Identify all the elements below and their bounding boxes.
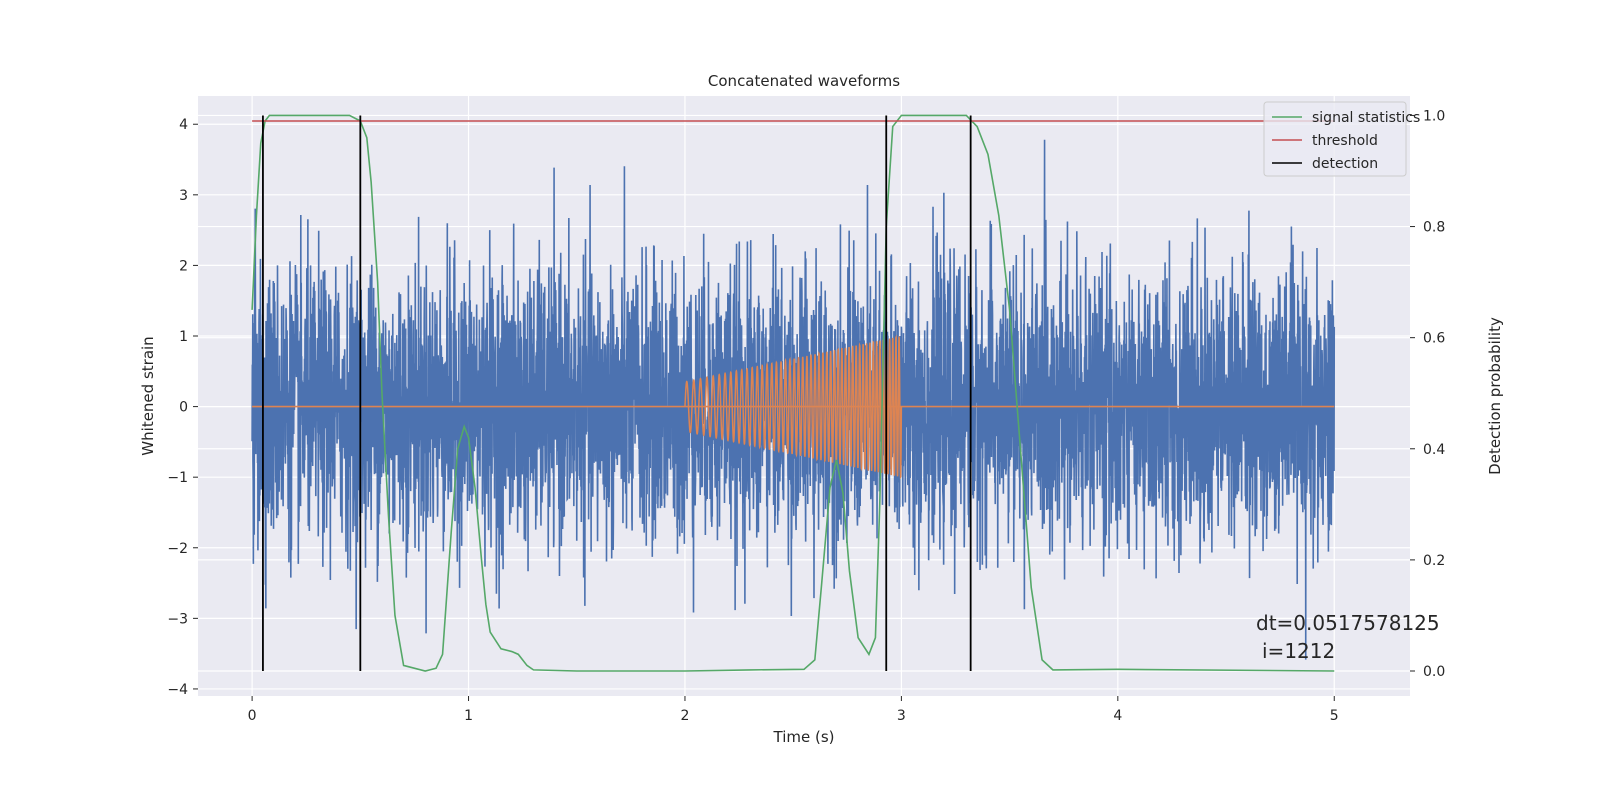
y-axis-label: Whitened strain bbox=[139, 336, 157, 455]
y-tick-label: 1 bbox=[179, 329, 188, 345]
signal-statistics-series bbox=[251, 114, 1335, 672]
plot-layer bbox=[251, 114, 1336, 672]
x-tick-label: 5 bbox=[1330, 708, 1339, 724]
x-axis-ticks: 0 1 2 3 4 5 bbox=[248, 696, 1339, 724]
detection-series bbox=[262, 115, 972, 671]
y-tick-label: 0 bbox=[179, 400, 188, 416]
x-tick-label: 1 bbox=[464, 708, 473, 724]
y2-tick-label: 0.6 bbox=[1423, 331, 1445, 347]
legend-label-signal-statistics: signal statistics bbox=[1312, 110, 1420, 126]
y-tick-label: 2 bbox=[179, 258, 188, 274]
whitened-strain-series bbox=[251, 139, 1336, 660]
y2-tick-label: 0.8 bbox=[1423, 220, 1445, 236]
y-tick-label: −4 bbox=[167, 682, 188, 698]
chart-title: Concatenated waveforms bbox=[708, 72, 900, 90]
y-tick-label: −2 bbox=[167, 541, 188, 557]
legend-label-threshold: threshold bbox=[1312, 133, 1378, 149]
y-tick-label: 3 bbox=[179, 188, 188, 204]
x-tick-label: 3 bbox=[897, 708, 906, 724]
y2-axis-ticks: 0.0 0.2 0.4 0.6 0.8 1.0 bbox=[1410, 108, 1445, 680]
y2-tick-label: 1.0 bbox=[1423, 108, 1445, 124]
legend-label-detection: detection bbox=[1312, 156, 1378, 172]
x-axis-label: Time (s) bbox=[773, 728, 835, 746]
annotation-dt: dt=0.0517578125 bbox=[1256, 611, 1440, 635]
y-tick-label: −1 bbox=[167, 470, 188, 486]
y-tick-label: 4 bbox=[179, 117, 188, 133]
x-tick-label: 2 bbox=[681, 708, 690, 724]
x-tick-label: 4 bbox=[1113, 708, 1122, 724]
y2-tick-label: 0.0 bbox=[1423, 664, 1445, 680]
legend: signal statistics threshold detection bbox=[1263, 101, 1420, 177]
y-axis-ticks: −4 −3 −2 −1 0 1 2 3 4 bbox=[167, 117, 198, 698]
annotation-index: i=1212 bbox=[1262, 639, 1335, 663]
y2-tick-label: 0.4 bbox=[1423, 442, 1445, 458]
chirp-series bbox=[684, 334, 903, 480]
x-tick-label: 0 bbox=[248, 708, 257, 724]
y-tick-label: −3 bbox=[167, 611, 188, 627]
legend-box bbox=[1263, 101, 1407, 177]
y2-tick-label: 0.2 bbox=[1423, 553, 1445, 569]
y2-axis-label: Detection probability bbox=[1486, 317, 1504, 475]
